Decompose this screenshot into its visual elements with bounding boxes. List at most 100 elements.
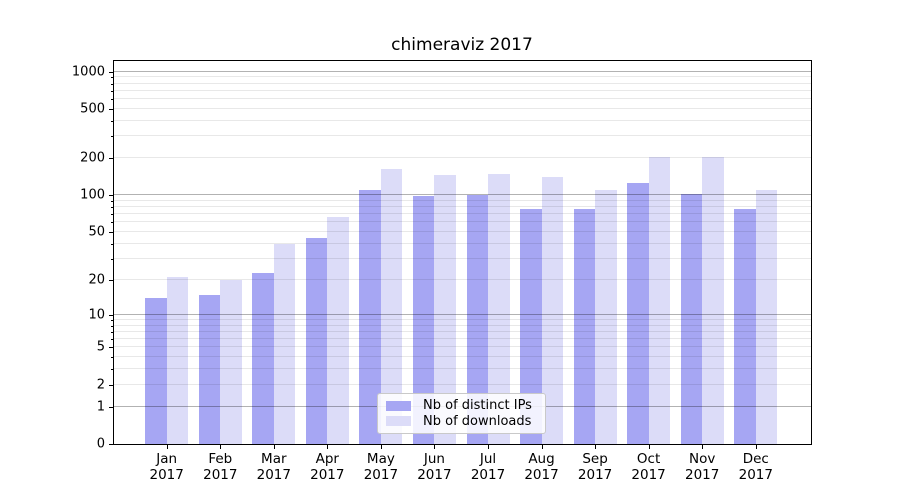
legend-label-distinct-ips: Nb of distinct IPs [423, 398, 532, 414]
y-minortick-70 [111, 214, 113, 216]
y-tick-label-200: 200 [80, 150, 105, 166]
y-minortick-700 [111, 90, 113, 92]
y-tick-label-20: 20 [88, 272, 105, 288]
bar-downloads-feb-2017 [220, 279, 242, 444]
bar-distinct-ips-jun-2017 [412, 196, 435, 444]
y-tick-200 [109, 158, 113, 160]
plot-area [113, 60, 811, 444]
x-tick-month: Sep [582, 451, 608, 467]
bar-downloads-mar-2017 [273, 243, 296, 444]
gridline-minor-8 [113, 324, 811, 326]
gridline-minor-60 [113, 221, 811, 223]
bar-downloads-nov-2017 [702, 156, 724, 444]
x-tick-label-aug-2017: Aug 2017 [510, 451, 574, 483]
gridline-minor-90 [113, 199, 811, 201]
legend: Nb of distinct IPs Nb of downloads [377, 393, 546, 434]
gridline-minor-80 [113, 206, 811, 208]
x-tick-year: 2017 [738, 467, 773, 483]
gridline-minor-70 [113, 213, 811, 215]
x-tick-apr-2017 [327, 445, 329, 449]
gridline-minor-700 [113, 89, 811, 91]
y-minortick-300 [111, 136, 113, 138]
x-tick-month: Jul [479, 451, 497, 467]
x-tick-month: Jan [156, 451, 178, 467]
x-tick-label-sep-2017: Sep 2017 [563, 451, 627, 483]
x-tick-month: Oct [636, 451, 661, 467]
x-tick-year: 2017 [149, 467, 184, 483]
x-tick-year: 2017 [470, 467, 506, 483]
x-tick-sep-2017 [595, 445, 597, 449]
gridline-minor-300 [113, 135, 811, 137]
x-tick-month: May [366, 451, 395, 467]
x-tick-month: Apr [315, 451, 339, 467]
spine-right [811, 60, 812, 445]
x-tick-oct-2017 [648, 445, 650, 449]
bar-downloads-dec-2017 [755, 189, 778, 444]
gridline-minor-40 [113, 242, 811, 244]
gridline-minor-6 [113, 338, 811, 340]
x-tick-year: 2017 [310, 467, 345, 483]
spine-bottom [113, 444, 812, 445]
y-minortick-8 [111, 325, 113, 327]
y-tick-label-0: 0 [96, 436, 105, 452]
y-tick-1000 [109, 71, 113, 73]
x-tick-may-2017 [380, 445, 382, 449]
gridline-minor-400 [113, 119, 811, 121]
x-tick-year: 2017 [685, 467, 720, 483]
bar-downloads-jul-2017 [488, 173, 510, 444]
x-tick-label-mar-2017: Mar 2017 [242, 451, 306, 483]
bar-distinct-ips-feb-2017 [198, 294, 221, 444]
gridline-minor-600 [113, 98, 811, 100]
x-tick-label-nov-2017: Nov 2017 [670, 451, 734, 483]
bar-distinct-ips-aug-2017 [520, 209, 542, 444]
x-tick-label-oct-2017: Oct 2017 [617, 451, 681, 483]
gridline-minor-500 [113, 107, 811, 109]
y-tick-label-500: 500 [80, 101, 105, 117]
gridline-minor-50 [113, 231, 811, 233]
x-tick-jul-2017 [488, 445, 489, 449]
x-tick-year: 2017 [631, 467, 666, 483]
y-tick-10 [109, 314, 113, 316]
y-minortick-800 [111, 83, 113, 85]
x-tick-label-feb-2017: Feb 2017 [188, 451, 252, 483]
x-tick-year: 2017 [363, 467, 399, 483]
y-tick-1 [109, 406, 113, 408]
y-minortick-900 [111, 77, 113, 79]
bar-downloads-sep-2017 [595, 189, 617, 444]
x-tick-label-dec-2017: Dec 2017 [724, 451, 788, 483]
legend-item-distinct-ips: Nb of distinct IPs [386, 398, 537, 413]
y-tick-label-2: 2 [96, 377, 105, 393]
gridline-minor-9 [113, 318, 811, 320]
gridline-minor-200 [113, 157, 811, 159]
x-tick-month: Feb [208, 451, 233, 467]
spine-top [113, 60, 812, 61]
bar-downloads-aug-2017 [541, 176, 564, 444]
x-tick-feb-2017 [220, 445, 222, 449]
spine-left [113, 60, 114, 445]
x-tick-month: Dec [742, 451, 769, 467]
bar-distinct-ips-apr-2017 [305, 237, 328, 444]
gridline-major-100 [113, 194, 811, 196]
legend-swatch-distinct-ips [386, 400, 411, 411]
y-minortick-30 [111, 258, 113, 260]
y-tick-label-10: 10 [88, 307, 105, 323]
bar-distinct-ips-dec-2017 [734, 208, 756, 444]
x-tick-nov-2017 [702, 445, 704, 449]
bar-distinct-ips-jul-2017 [466, 195, 488, 444]
legend-swatch-downloads [386, 416, 411, 427]
bar-distinct-ips-may-2017 [359, 190, 381, 444]
bar-downloads-jun-2017 [434, 174, 456, 444]
x-tick-label-may-2017: May 2017 [349, 451, 413, 483]
bar-downloads-may-2017 [380, 168, 403, 444]
x-tick-label-jan-2017: Jan 2017 [135, 451, 199, 483]
y-minortick-60 [111, 222, 113, 224]
bar-distinct-ips-jan-2017 [145, 298, 167, 444]
x-tick-dec-2017 [755, 445, 757, 449]
y-tick-100 [109, 195, 113, 197]
gridline-minor-3 [113, 368, 811, 370]
x-tick-year: 2017 [256, 467, 291, 483]
y-tick-2 [109, 384, 113, 386]
legend-item-downloads: Nb of downloads [386, 414, 537, 429]
y-minortick-40 [111, 243, 113, 245]
gridline-minor-800 [113, 82, 811, 84]
